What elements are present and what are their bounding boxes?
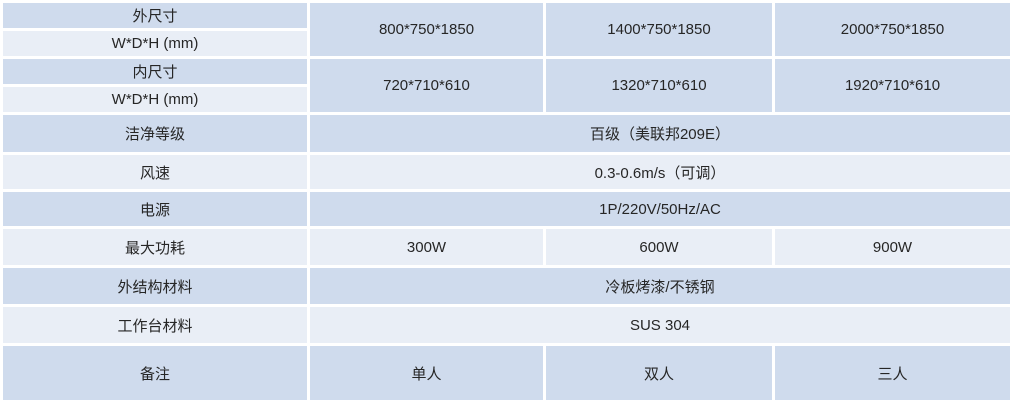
label-remark: 备注 <box>3 346 307 400</box>
row-max-power: 最大功耗 300W 600W 900W <box>3 229 1010 265</box>
row-outer-size-bottom: W*D*H (mm) <box>3 31 1010 56</box>
label-outer-size-unit: W*D*H (mm) <box>3 31 307 56</box>
row-air-speed: 风速 0.3-0.6m/s（可调） <box>3 155 1010 189</box>
label-outer-size: 外尺寸 <box>3 3 307 28</box>
clean-class-value: 百级（美联邦209E） <box>310 115 1010 152</box>
air-speed-value: 0.3-0.6m/s（可调） <box>310 155 1010 189</box>
outer-size-model3: 2000*750*1850 <box>775 3 1010 56</box>
power-value: 1P/220V/50Hz/AC <box>310 192 1010 226</box>
max-power-model2: 600W <box>546 229 772 265</box>
label-max-power: 最大功耗 <box>3 229 307 265</box>
structure-material-value: 冷板烤漆/不锈钢 <box>310 268 1010 304</box>
row-worktop-material: 工作台材料 SUS 304 <box>3 307 1010 343</box>
label-air-speed: 风速 <box>3 155 307 189</box>
outer-size-model1: 800*750*1850 <box>310 3 543 56</box>
label-inner-size-unit: W*D*H (mm) <box>3 87 307 112</box>
max-power-model3: 900W <box>775 229 1010 265</box>
outer-size-model2: 1400*750*1850 <box>546 3 772 56</box>
inner-size-model1: 720*710*610 <box>310 59 543 112</box>
remark-model3: 三人 <box>775 346 1010 400</box>
row-remark: 备注 单人 双人 三人 <box>3 346 1010 400</box>
worktop-material-value: SUS 304 <box>310 307 1010 343</box>
label-power: 电源 <box>3 192 307 226</box>
row-power: 电源 1P/220V/50Hz/AC <box>3 192 1010 226</box>
inner-size-model3: 1920*710*610 <box>775 59 1010 112</box>
row-outer-size-top: 外尺寸 800*750*1850 1400*750*1850 2000*750*… <box>3 3 1010 56</box>
label-worktop-material: 工作台材料 <box>3 307 307 343</box>
remark-model2: 双人 <box>546 346 772 400</box>
remark-model1: 单人 <box>310 346 543 400</box>
label-clean-class: 洁净等级 <box>3 115 307 152</box>
row-inner-size-bottom: W*D*H (mm) <box>3 87 1010 112</box>
label-inner-size: 内尺寸 <box>3 59 307 84</box>
inner-size-model2: 1320*710*610 <box>546 59 772 112</box>
max-power-model1: 300W <box>310 229 543 265</box>
label-structure-material: 外结构材料 <box>3 268 307 304</box>
row-inner-size-top: 内尺寸 720*710*610 1320*710*610 1920*710*61… <box>3 59 1010 112</box>
row-structure-material: 外结构材料 冷板烤漆/不锈钢 <box>3 268 1010 304</box>
row-clean-class: 洁净等级 百级（美联邦209E） <box>3 115 1010 152</box>
